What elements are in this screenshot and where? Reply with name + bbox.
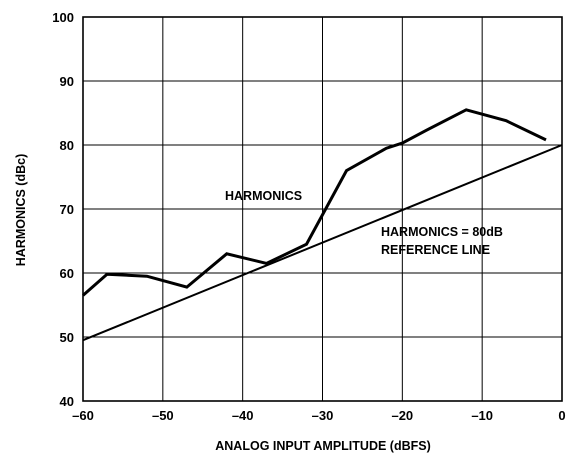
y-tick-labels: 40 50 60 70 80 90 100 — [52, 10, 74, 409]
plot-frame — [82, 16, 563, 402]
y-axis-label: HARMONICS (dBc) — [14, 154, 28, 267]
annotation-reference-line-1: HARMONICS = 80dB — [381, 225, 503, 239]
y-tick-label: 50 — [60, 330, 74, 345]
x-tick-label: –40 — [232, 408, 254, 423]
y-tick-label: 60 — [60, 266, 74, 281]
annotation-reference-line-2: REFERENCE LINE — [381, 243, 490, 257]
x-tick-label: –20 — [391, 408, 413, 423]
x-tick-label: –30 — [312, 408, 334, 423]
x-tick-label: –50 — [152, 408, 174, 423]
harmonics-series-line — [82, 108, 547, 297]
y-tick-label: 90 — [60, 74, 74, 89]
x-axis-label: ANALOG INPUT AMPLITUDE (dBFS) — [215, 439, 431, 453]
x-tick-label: –60 — [72, 408, 94, 423]
y-tick-label: 80 — [60, 138, 74, 153]
grid — [82, 16, 563, 402]
x-tick-labels: –60 –50 –40 –30 –20 –10 0 — [72, 408, 565, 423]
reference-series-line — [82, 144, 563, 342]
y-tick-label: 70 — [60, 202, 74, 217]
x-tick-label: 0 — [558, 408, 565, 423]
series-group — [82, 108, 563, 342]
annotation-harmonics: HARMONICS — [225, 189, 302, 203]
y-tick-label: 100 — [52, 10, 74, 25]
y-tick-label: 40 — [60, 394, 74, 409]
x-tick-label: –10 — [471, 408, 493, 423]
